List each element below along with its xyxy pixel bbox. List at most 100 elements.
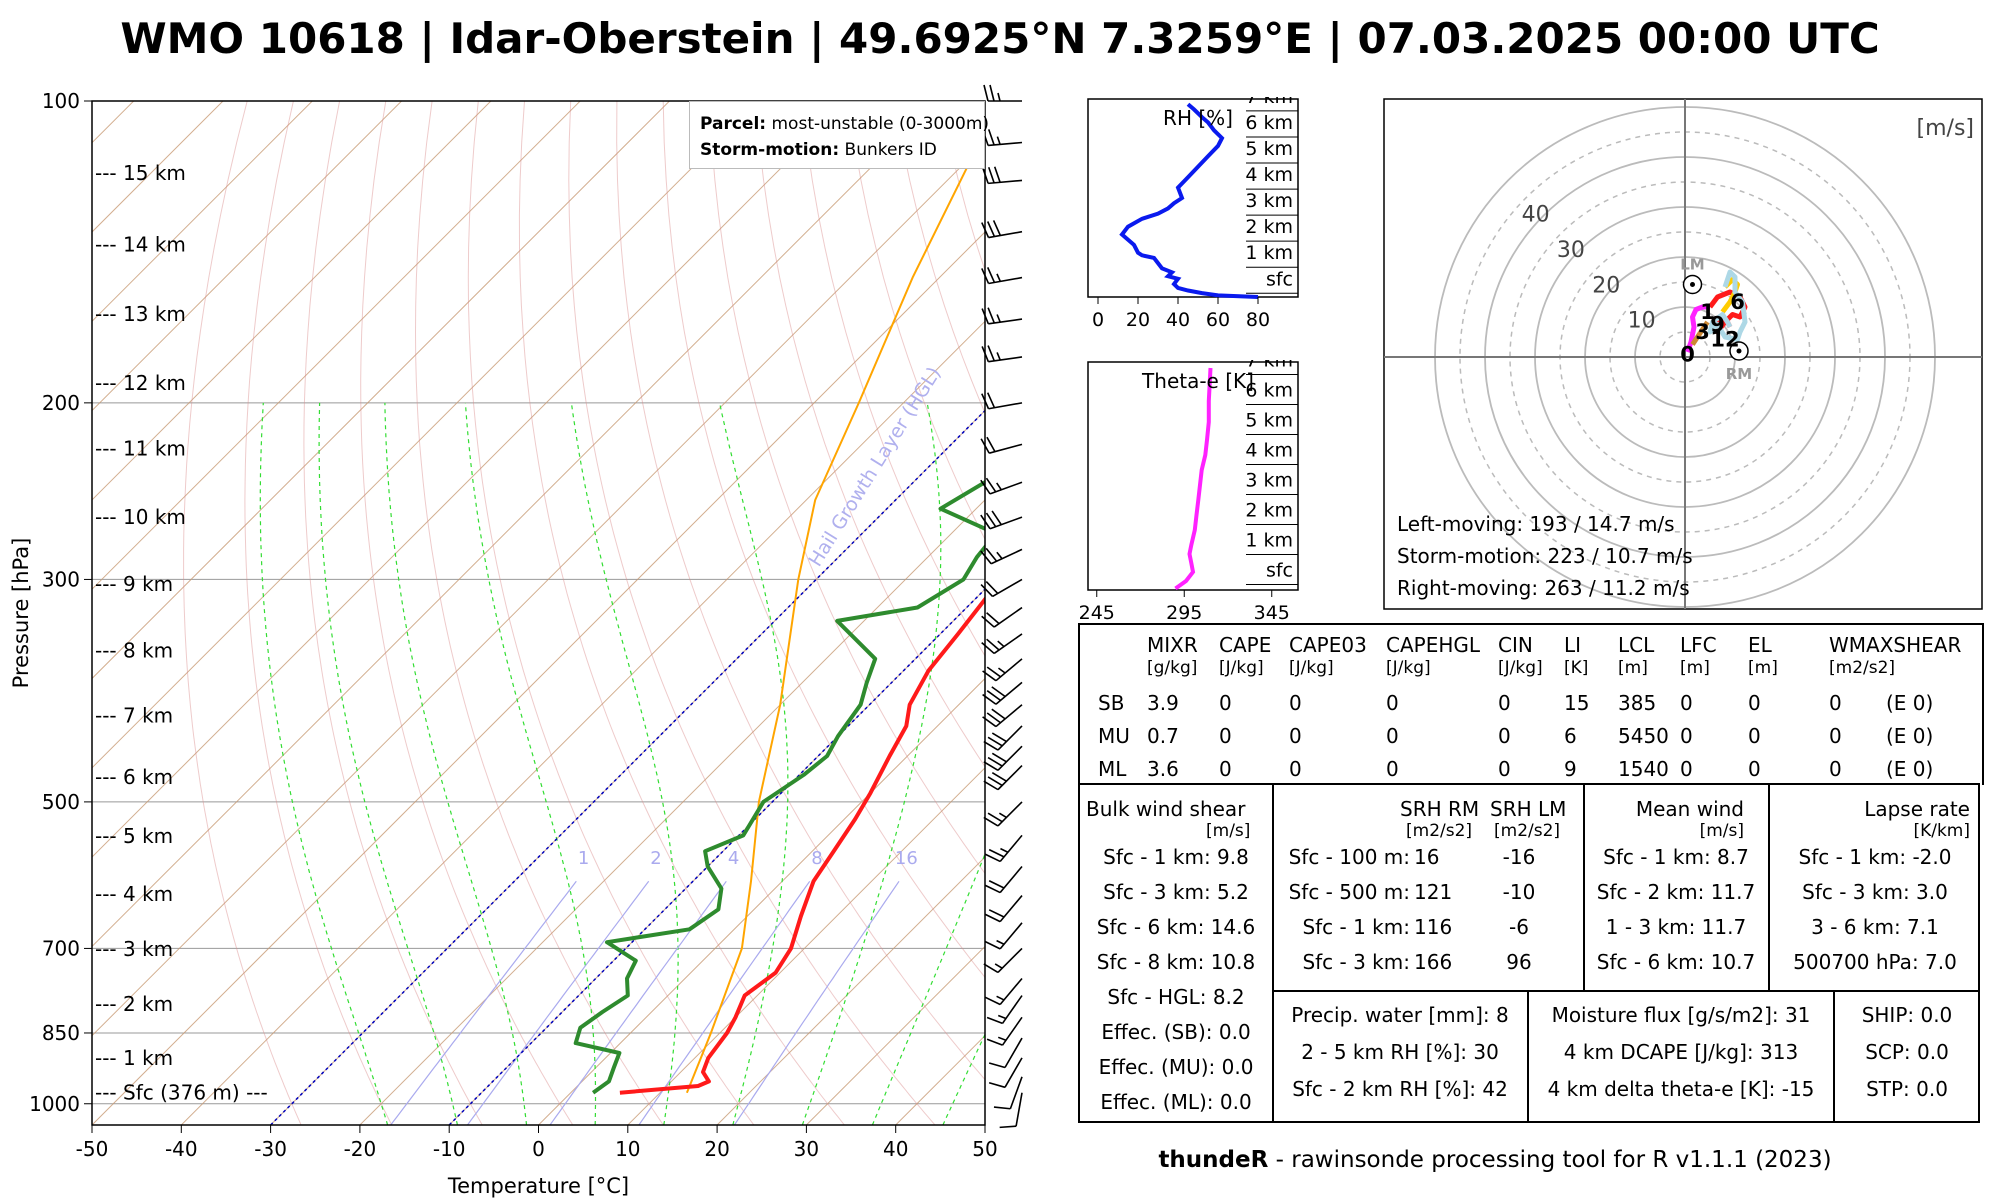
parcel-cell: 3.6 <box>1147 757 1179 781</box>
parcel-cell: 9 <box>1564 757 1577 781</box>
ring-label: 10 <box>1628 309 1656 334</box>
barb-flag <box>986 392 996 409</box>
srh-rm-value: 121 <box>1414 880 1453 904</box>
barb-staff <box>993 633 1023 655</box>
barb-staff <box>997 947 1023 974</box>
height-label: --- 9 km <box>95 572 173 596</box>
parcel-cell: 0 <box>1680 724 1693 748</box>
composite-row: SCP: 0.0 <box>1865 1040 1949 1064</box>
parcel-row-label: SB <box>1098 691 1125 715</box>
parcel-cell: 0 <box>1748 691 1761 715</box>
composite-row: SHIP: 0.0 <box>1861 1003 1953 1027</box>
srh-lm-value: -10 <box>1502 880 1536 904</box>
isotherm <box>92 101 402 412</box>
y-axis-label: Pressure [hPa] <box>9 538 33 689</box>
moist-adiabat <box>801 402 942 1125</box>
profile-x-label: 245 <box>1079 602 1115 624</box>
barb-flag <box>986 612 1000 625</box>
mean-wind-row: Sfc - 1 km: 8.7 <box>1603 845 1749 869</box>
profile-curve <box>1174 367 1213 591</box>
barb-half-flag <box>997 1014 1007 1020</box>
barb-staff <box>1015 1092 1023 1127</box>
wind-barb <box>982 704 1023 728</box>
wind-barb <box>981 606 1023 628</box>
parcel-curve <box>685 128 985 1094</box>
isotherm <box>92 101 938 948</box>
srh-lm-header: SRH LM <box>1490 797 1567 821</box>
isotherm <box>92 231 985 1125</box>
param-unit: [m2/s2] <box>1829 658 1896 678</box>
parcel-cell: 6 <box>1564 724 1577 748</box>
barb-staff <box>1004 1057 1023 1088</box>
parcel-row-label: MU <box>1098 724 1130 748</box>
height-label: --- 4 km <box>95 882 173 906</box>
footer: thundeR - rawinsonde processing tool for… <box>1085 1147 1905 1173</box>
parcel-cell: 0 <box>1748 724 1761 748</box>
parcel-cell: 0 <box>1219 757 1232 781</box>
barb-flag <box>982 670 997 682</box>
barb-flag <box>984 940 1001 950</box>
barb-half-flag <box>996 136 1001 145</box>
mixing-ratio-line <box>390 880 577 1125</box>
moist-adiabat <box>384 402 528 1125</box>
profile-height-label: 2 km <box>1245 216 1293 238</box>
wind-barb <box>980 578 1023 598</box>
y-tick-label: 700 <box>42 936 80 960</box>
ring-label: 30 <box>1557 238 1585 263</box>
moisture-right-row: 4 km DCAPE [J/kg]: 313 <box>1563 1040 1799 1064</box>
dry-adiabat <box>244 101 393 1125</box>
moisture-right-row: 4 km delta theta-e [K]: -15 <box>1547 1077 1815 1101</box>
hgl-isotherm <box>448 588 985 1125</box>
barb-flag <box>983 740 999 751</box>
ring-label: 40 <box>1522 203 1550 228</box>
wind-barb <box>983 745 1023 771</box>
param-header: LFC <box>1680 633 1717 657</box>
barb-flag <box>986 267 996 283</box>
barb-staff <box>999 866 1023 894</box>
height-label: --- 5 km <box>95 824 173 848</box>
param-header: CAPE03 <box>1289 633 1367 657</box>
wind-barb <box>984 977 1023 1006</box>
height-label: --- 14 km <box>95 232 186 256</box>
profile-height-label: sfc <box>1266 268 1293 290</box>
barb-flag <box>988 1082 1006 1089</box>
dry-adiabat <box>414 101 664 1125</box>
barb-flag <box>986 712 1002 724</box>
footer-tool-desc: - rawinsonde processing tool for R v1.1.… <box>1268 1147 1832 1173</box>
parcel-cell: 0 <box>1498 757 1511 781</box>
x-tick-label: -20 <box>344 1137 377 1161</box>
barb-staff <box>1004 1037 1023 1068</box>
param-unit: [m] <box>1748 658 1778 678</box>
bulk-shear-row: Sfc - 6 km: 14.6 <box>1096 915 1256 939</box>
bulk-shear-row: Sfc - 8 km: 10.8 <box>1096 950 1256 974</box>
legend-storm-value: Bunkers ID <box>844 140 937 160</box>
profile-height-label: sfc <box>1266 560 1293 582</box>
x-tick-label: 30 <box>794 1137 819 1161</box>
barb-staff <box>999 922 1023 950</box>
parcel-cell: 0 <box>1289 691 1302 715</box>
wind-barb <box>984 866 1023 894</box>
bulk-shear-unit: [m/s] <box>1206 821 1251 841</box>
temperature-curve <box>619 596 985 1095</box>
chart-title: WMO 10618 | Idar-Oberstein | 49.6925°N 7… <box>120 14 1880 63</box>
param-header: LI <box>1564 633 1582 657</box>
wind-barb <box>981 345 1023 363</box>
dry-adiabat <box>662 101 985 979</box>
profile-height-label: 7 km <box>1245 360 1293 372</box>
barb-staff <box>989 516 1023 530</box>
barb-flag <box>986 436 996 453</box>
barb-flag <box>987 736 1003 747</box>
isotherm <box>92 101 760 769</box>
parcel-cell: 0 <box>1386 757 1399 781</box>
profile-curve <box>1119 102 1259 299</box>
barb-flag <box>988 880 1005 889</box>
height-label: --- 10 km <box>95 505 186 529</box>
wind-barb <box>983 725 1023 751</box>
srh-lm-value: -16 <box>1502 845 1536 869</box>
wind-barb <box>980 547 1023 565</box>
srh-row-label: Sfc - 1 km: <box>1302 915 1410 939</box>
profile-height-label: 6 km <box>1245 380 1293 402</box>
barb-flag <box>980 514 991 530</box>
barb-flag <box>986 221 996 237</box>
